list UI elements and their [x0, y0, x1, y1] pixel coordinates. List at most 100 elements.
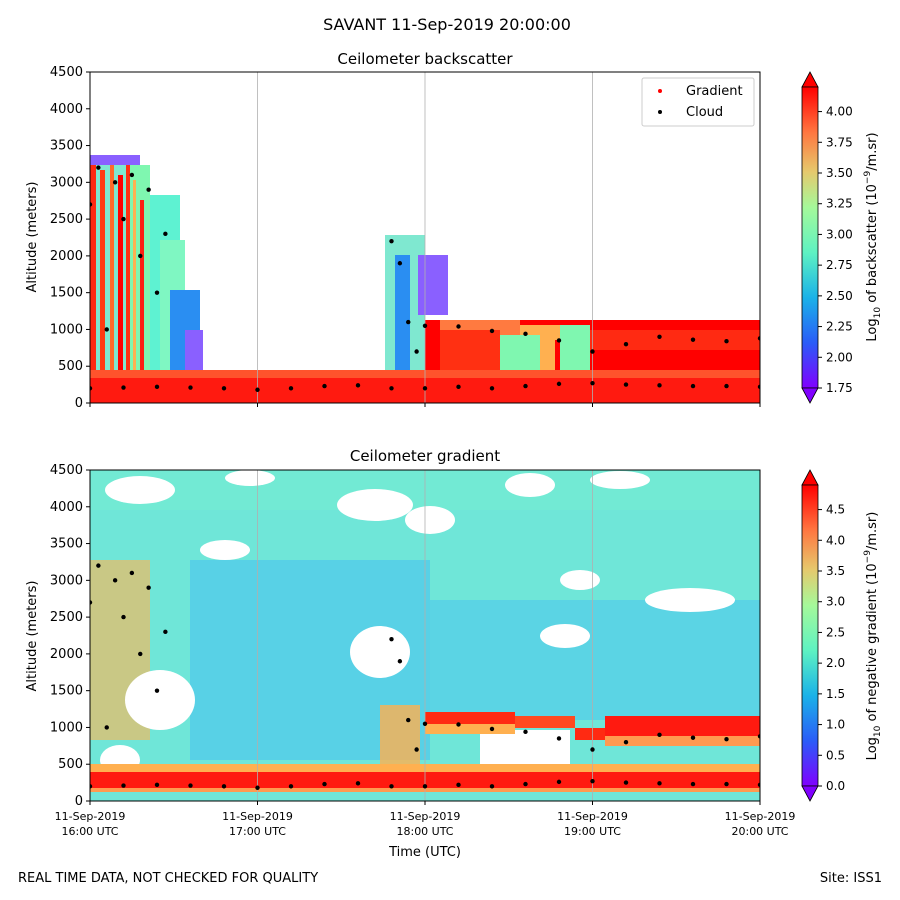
xtick-date-label: 11-Sep-2019: [557, 810, 628, 823]
cloud-point: [414, 747, 419, 752]
colorbar-tick-label: 1.5: [826, 687, 845, 701]
cloud-point: [288, 386, 294, 391]
cloud-point: [590, 349, 595, 354]
cloud-point: [414, 349, 419, 354]
colorbar-tick-label: 3.75: [826, 135, 853, 149]
cloud-point: [456, 384, 461, 390]
cloud-point: [422, 721, 428, 726]
cloud-point: [489, 386, 495, 391]
cloud-point: [154, 384, 160, 390]
cloud-point: [523, 729, 528, 735]
cloud-point: [623, 780, 629, 785]
cloud-point: [456, 722, 461, 727]
ytick-label: 500: [58, 757, 83, 772]
ytick-label: 3500: [50, 537, 83, 552]
cloud-point: [724, 781, 729, 787]
cloud-point: [104, 725, 109, 730]
xtick-time-label: 19:00 UTC: [564, 825, 621, 838]
backscatter-title: Ceilometer backscatter: [337, 50, 513, 68]
gradient-cloud-points: [90, 563, 760, 790]
colorbar-tick-label: 4.0: [826, 533, 845, 547]
cloud-point: [690, 781, 696, 787]
ytick-label: 4000: [50, 500, 83, 515]
ytick-label: 1500: [50, 684, 83, 699]
cloud-point: [138, 253, 143, 259]
cloud-point: [690, 383, 696, 389]
figure-suptitle: SAVANT 11-Sep-2019 20:00:00: [323, 15, 571, 34]
cloud-point: [221, 386, 227, 391]
xtick-date-label: 11-Sep-2019: [725, 810, 796, 823]
colorbar-tick-label: 4.00: [826, 105, 853, 119]
cloud-point: [657, 781, 662, 786]
cloud-point: [422, 323, 428, 328]
cloud-point: [255, 387, 260, 392]
cloud-point: [657, 732, 662, 737]
cloud-point: [255, 785, 260, 790]
cloud-point: [590, 380, 595, 386]
colorbar-tick-label: 2.0: [826, 656, 845, 670]
backscatter-legend: Gradient Cloud: [641, 77, 755, 127]
cloud-point: [556, 381, 562, 387]
cloud-point: [623, 341, 629, 347]
ytick-label: 2500: [50, 610, 83, 625]
gradient-colorbar: [801, 469, 819, 802]
colorbar-tick-label: 0.5: [826, 748, 845, 762]
cloud-point: [406, 319, 411, 325]
ytick-label: 3500: [50, 139, 83, 154]
cloud-point: [523, 383, 528, 389]
cloud-point: [355, 383, 361, 388]
cloud-point: [163, 629, 168, 635]
xtick-time-label: 18:00 UTC: [396, 825, 453, 838]
ytick-label: 0: [75, 794, 83, 809]
gradient-colorbar-label: Log10 of negative gradient (10−9/m.sr): [863, 512, 883, 761]
cloud-point: [556, 779, 562, 785]
cloud-point: [121, 614, 126, 620]
xtick-date-label: 11-Sep-2019: [222, 810, 293, 823]
cloud-point: [724, 737, 729, 742]
ytick-label: 2000: [50, 647, 83, 662]
cloud-point: [104, 327, 109, 332]
cloud-point: [397, 261, 403, 266]
ytick-label: 4500: [50, 65, 83, 80]
cloud-point: [422, 386, 428, 391]
ytick-label: 3000: [50, 175, 83, 190]
backscatter-colorbar: [801, 71, 819, 404]
colorbar-tick-label: 2.25: [826, 320, 853, 334]
cloud-point: [757, 734, 760, 739]
cloud-point: [456, 782, 461, 788]
backscatter-cloud-points: [90, 165, 760, 392]
ytick-label: 2000: [50, 249, 83, 264]
legend-cloud-label: Cloud: [686, 105, 723, 120]
cloud-point: [322, 781, 327, 787]
cloud-point: [523, 781, 528, 787]
cloud-point: [90, 386, 93, 391]
cloud-point: [456, 324, 461, 329]
cloud-point: [322, 383, 327, 389]
ytick-label: 500: [58, 359, 83, 374]
ytick-label: 0: [75, 396, 83, 411]
cloud-point: [757, 782, 760, 788]
cloud-point: [523, 331, 528, 337]
cloud-point: [489, 328, 495, 334]
ytick-label: 1000: [50, 322, 83, 337]
backscatter-xticks: [89, 403, 761, 407]
gradient-colorbar-ticks: 0.0 0.5 1.0 1.5 2.0 2.5 3.0 3.5 4.0 4.5: [818, 503, 845, 793]
cloud-point: [590, 778, 595, 784]
gradient-ylabel: Altitude (meters): [25, 581, 40, 692]
colorbar-tick-label: 1.75: [826, 381, 853, 395]
cloud-point: [288, 784, 294, 789]
cloud-point: [112, 180, 118, 185]
cloud-point: [690, 735, 696, 740]
cloud-point: [121, 783, 126, 788]
colorbar-tick-label: 3.0: [826, 595, 845, 609]
cloud-point: [757, 336, 760, 341]
cloud-point: [154, 290, 160, 295]
colorbar-tick-label: 1.0: [826, 718, 845, 732]
cloud-point: [690, 337, 696, 342]
cloud-point: [657, 334, 662, 339]
colorbar-tick-label: 3.00: [826, 227, 853, 241]
cloud-point: [146, 585, 151, 590]
cloud-point: [90, 784, 93, 789]
colorbar-tick-label: 3.25: [826, 197, 853, 211]
ytick-label: 1500: [50, 286, 83, 301]
